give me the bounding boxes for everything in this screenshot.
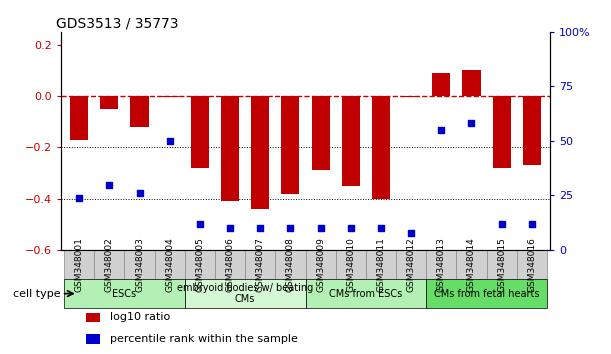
Point bbox=[104, 182, 114, 187]
Text: GSM348015: GSM348015 bbox=[497, 237, 506, 292]
FancyBboxPatch shape bbox=[276, 250, 306, 279]
Text: CMs from ESCs: CMs from ESCs bbox=[329, 289, 403, 299]
Bar bbox=[432, 73, 450, 96]
FancyBboxPatch shape bbox=[396, 250, 426, 279]
Bar bbox=[100, 96, 119, 109]
Text: GSM348011: GSM348011 bbox=[376, 237, 386, 292]
FancyBboxPatch shape bbox=[306, 250, 335, 279]
Bar bbox=[191, 96, 209, 168]
Bar bbox=[86, 313, 100, 322]
Point bbox=[134, 190, 144, 196]
Text: GSM348014: GSM348014 bbox=[467, 237, 476, 292]
Point bbox=[436, 127, 446, 133]
FancyBboxPatch shape bbox=[335, 250, 366, 279]
FancyBboxPatch shape bbox=[185, 279, 306, 308]
FancyBboxPatch shape bbox=[125, 250, 155, 279]
Text: GSM348005: GSM348005 bbox=[196, 237, 205, 292]
Bar bbox=[221, 96, 239, 201]
Point bbox=[165, 138, 175, 144]
Bar bbox=[463, 70, 480, 96]
Point bbox=[497, 221, 507, 227]
Bar bbox=[281, 96, 299, 194]
Bar bbox=[161, 96, 179, 97]
FancyBboxPatch shape bbox=[366, 250, 396, 279]
Point bbox=[346, 225, 356, 231]
Bar bbox=[372, 96, 390, 199]
Text: GDS3513 / 35773: GDS3513 / 35773 bbox=[56, 17, 178, 31]
Point bbox=[527, 221, 536, 227]
Text: GSM348001: GSM348001 bbox=[75, 237, 84, 292]
Text: GSM348006: GSM348006 bbox=[225, 237, 235, 292]
Bar bbox=[312, 96, 330, 170]
Point bbox=[75, 195, 84, 200]
Point bbox=[225, 225, 235, 231]
Point bbox=[406, 230, 416, 235]
FancyBboxPatch shape bbox=[245, 250, 276, 279]
Text: GSM348007: GSM348007 bbox=[256, 237, 265, 292]
Point bbox=[467, 121, 477, 126]
Bar bbox=[86, 334, 100, 344]
Text: GSM348009: GSM348009 bbox=[316, 237, 325, 292]
FancyBboxPatch shape bbox=[306, 279, 426, 308]
FancyBboxPatch shape bbox=[426, 279, 547, 308]
Text: GSM348003: GSM348003 bbox=[135, 237, 144, 292]
Point bbox=[285, 225, 295, 231]
Bar bbox=[523, 96, 541, 165]
Point bbox=[195, 221, 205, 227]
Text: GSM348008: GSM348008 bbox=[286, 237, 295, 292]
Bar bbox=[402, 96, 420, 97]
Text: percentile rank within the sample: percentile rank within the sample bbox=[110, 334, 298, 344]
Text: CMs from fetal hearts: CMs from fetal hearts bbox=[434, 289, 540, 299]
Bar bbox=[342, 96, 360, 186]
Text: GSM348016: GSM348016 bbox=[527, 237, 536, 292]
Bar bbox=[131, 96, 148, 127]
Text: GSM348004: GSM348004 bbox=[165, 237, 174, 292]
FancyBboxPatch shape bbox=[155, 250, 185, 279]
Text: log10 ratio: log10 ratio bbox=[110, 313, 170, 322]
FancyBboxPatch shape bbox=[94, 250, 125, 279]
Bar bbox=[492, 96, 511, 168]
Text: embryoid bodies w/ beating
CMs: embryoid bodies w/ beating CMs bbox=[177, 283, 313, 304]
Point bbox=[255, 225, 265, 231]
Text: GSM348013: GSM348013 bbox=[437, 237, 446, 292]
Text: GSM348010: GSM348010 bbox=[346, 237, 355, 292]
Bar bbox=[251, 96, 269, 209]
Text: GSM348012: GSM348012 bbox=[406, 237, 415, 292]
FancyBboxPatch shape bbox=[426, 250, 456, 279]
Text: cell type: cell type bbox=[13, 289, 61, 299]
Point bbox=[376, 225, 386, 231]
Text: GSM348002: GSM348002 bbox=[105, 237, 114, 292]
FancyBboxPatch shape bbox=[486, 250, 517, 279]
FancyBboxPatch shape bbox=[64, 250, 94, 279]
FancyBboxPatch shape bbox=[517, 250, 547, 279]
FancyBboxPatch shape bbox=[185, 250, 215, 279]
Bar bbox=[70, 96, 88, 139]
FancyBboxPatch shape bbox=[64, 279, 185, 308]
Text: ESCs: ESCs bbox=[112, 289, 136, 299]
FancyBboxPatch shape bbox=[215, 250, 245, 279]
FancyBboxPatch shape bbox=[456, 250, 486, 279]
Point bbox=[316, 225, 326, 231]
